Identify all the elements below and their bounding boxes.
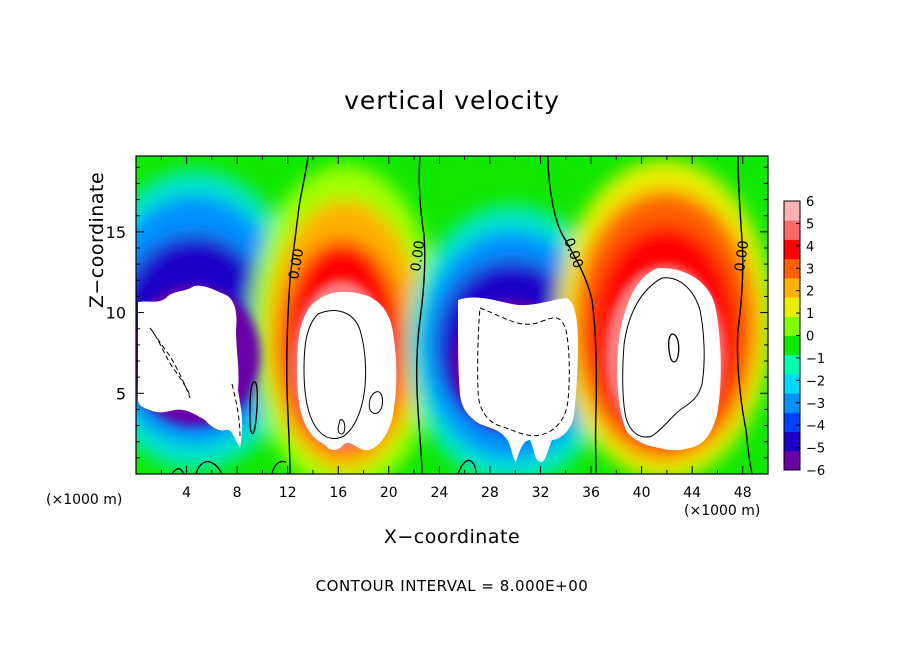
colorbar-segment <box>784 316 800 336</box>
x-unit-label-left: (×1000 m) <box>46 492 123 508</box>
colorbar-segment <box>784 412 800 433</box>
colorbar-tick-label: 1 <box>806 307 814 322</box>
small-contour-c <box>171 468 185 474</box>
colorbar-segment <box>784 431 800 452</box>
contour-label-group: 0.00 0.00 0.00 0.00 <box>286 236 752 281</box>
x-tick-label: 12 <box>279 485 297 501</box>
contour-label-4: 0.00 <box>732 239 752 272</box>
colorbar-segment <box>784 297 800 317</box>
y-tick-label: 10 <box>106 304 126 323</box>
x-tick-label: 40 <box>633 485 651 501</box>
positive-contour-a <box>303 310 367 439</box>
colorbar-segment <box>784 277 800 298</box>
y-axis: 5 10 15 <box>106 166 768 459</box>
colorbar-segment <box>784 239 800 260</box>
zero-contour-1 <box>286 156 309 474</box>
contour-label-2: 0.00 <box>408 239 428 272</box>
colorbar-tick-label: 2 <box>806 285 814 300</box>
colorbar-segment <box>784 354 800 375</box>
chart-title: vertical velocity <box>344 86 560 115</box>
contour-interval-note: CONTOUR INTERVAL = 8.000E+00 <box>315 577 589 595</box>
colorbar-tick-label: −4 <box>806 419 825 434</box>
x-tick-label: 44 <box>683 485 701 501</box>
x-tick-label: 20 <box>380 485 398 501</box>
positive-contour-b <box>368 391 383 414</box>
negative-contour-b <box>231 383 241 437</box>
y-tick-label: 15 <box>106 223 126 242</box>
small-contour-a <box>249 381 258 435</box>
x-tick-label: 36 <box>582 485 600 501</box>
plot-frame <box>135 155 769 475</box>
colorbar-tick-label: −6 <box>806 464 825 479</box>
colorbar-tick-label: 6 <box>806 195 814 210</box>
colorbar-tick-label: −3 <box>806 397 825 412</box>
updraft-2-core <box>617 268 721 451</box>
colorbar-segment <box>784 220 800 240</box>
colorbar-tick-label: −2 <box>806 374 825 389</box>
small-contour-e <box>457 459 477 474</box>
zero-contour-4 <box>736 156 753 474</box>
contour-lines <box>149 156 753 474</box>
x-tick-label: 8 <box>233 485 242 501</box>
colorbar-tick-label: 3 <box>806 262 814 277</box>
colorbar-segment <box>784 258 800 279</box>
positive-contour-e <box>668 333 680 363</box>
colorbar-tick-label: −1 <box>806 352 825 367</box>
colorbar-tick-label: −5 <box>806 442 825 457</box>
colorbar-tick-label: 4 <box>806 240 814 255</box>
y-tick-label: 5 <box>116 384 126 403</box>
positive-contour-d <box>622 277 705 438</box>
x-axis-label: X−coordinate <box>383 526 521 548</box>
velocity-field <box>136 156 768 474</box>
y-axis-label: Z−coordinate <box>86 171 108 309</box>
zero-contour-3 <box>547 156 598 474</box>
small-contour-d <box>271 460 287 474</box>
colorbar: 6 5 4 3 2 1 0 −1 −2 −3 −4 −5 −6 <box>783 195 825 479</box>
colorbar-segment <box>784 201 800 221</box>
small-contour-b <box>195 460 223 474</box>
zero-contour-2 <box>415 156 426 474</box>
colorbar-segment <box>784 373 800 394</box>
x-tick-label: 32 <box>532 485 550 501</box>
negative-contour-a <box>149 327 191 399</box>
colorbar-segment <box>784 335 800 356</box>
colorbar-tick-label: 0 <box>806 330 814 345</box>
x-tick-label: 28 <box>481 485 499 501</box>
colorbar-segment <box>784 450 800 471</box>
colorbar-segment <box>784 393 800 413</box>
updraft-1-core <box>297 291 397 451</box>
positive-contour-c <box>337 419 346 435</box>
x-tick-label: 16 <box>329 485 347 501</box>
x-unit-label-right: (×1000 m) <box>684 503 761 519</box>
colorbar-tick-label: 5 <box>806 217 814 232</box>
contour-label-1: 0.00 <box>286 247 307 280</box>
x-axis: 4 8 12 16 20 24 28 32 36 40 44 48 <box>160 156 752 501</box>
x-tick-label: 4 <box>182 485 191 501</box>
downdraft-2-core <box>458 297 578 463</box>
x-tick-label: 48 <box>734 485 752 501</box>
downdraft-1-core <box>138 285 243 448</box>
x-tick-label: 24 <box>430 485 448 501</box>
negative-contour-c <box>477 307 570 437</box>
